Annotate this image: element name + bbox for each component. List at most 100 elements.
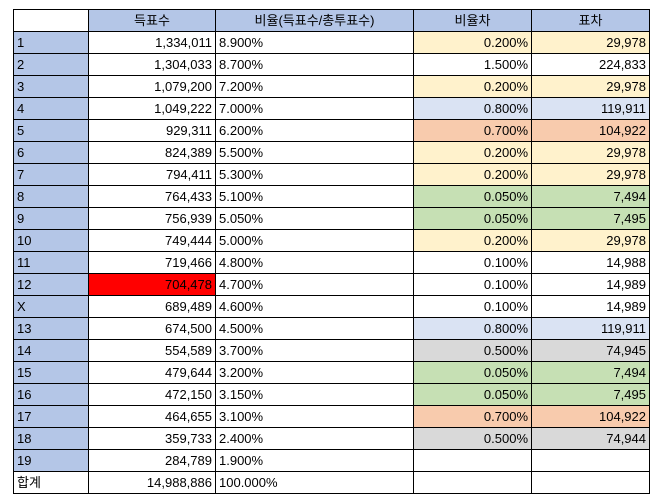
ratio-cell[interactable]: 1.900% xyxy=(215,449,414,472)
votes-cell[interactable]: 1,049,222 xyxy=(88,97,216,120)
ratio-cell[interactable]: 8.700% xyxy=(215,53,414,76)
votes-cell[interactable]: 704,478 xyxy=(88,273,216,296)
ratio-diff-cell[interactable]: 0.050% xyxy=(413,207,532,230)
ratio-diff-cell[interactable]: 0.100% xyxy=(413,251,532,274)
ratio-diff-cell[interactable]: 0.800% xyxy=(413,317,532,340)
vote-gap-cell[interactable]: 29,978 xyxy=(531,229,650,252)
votes-cell[interactable]: 479,644 xyxy=(88,361,216,384)
ratio-diff-cell[interactable] xyxy=(413,449,532,472)
ratio-diff-cell[interactable]: 0.700% xyxy=(413,119,532,142)
ratio-cell[interactable]: 3.200% xyxy=(215,361,414,384)
vote-gap-cell[interactable]: 29,978 xyxy=(531,163,650,186)
rank-cell[interactable]: 17 xyxy=(13,405,89,428)
ratio-diff-cell[interactable] xyxy=(413,471,532,494)
ratio-cell[interactable]: 4.700% xyxy=(215,273,414,296)
header-vote-gap[interactable]: 표차 xyxy=(531,9,650,32)
header-ratio[interactable]: 비율(득표수/총투표수) xyxy=(215,9,414,32)
rank-cell[interactable]: 16 xyxy=(13,383,89,406)
ratio-cell[interactable]: 4.800% xyxy=(215,251,414,274)
ratio-cell[interactable]: 4.600% xyxy=(215,295,414,318)
header-ratio-diff[interactable]: 비율차 xyxy=(413,9,532,32)
vote-gap-cell[interactable]: 7,495 xyxy=(531,383,650,406)
ratio-diff-cell[interactable]: 0.200% xyxy=(413,229,532,252)
ratio-cell[interactable]: 5.100% xyxy=(215,185,414,208)
ratio-cell[interactable]: 4.500% xyxy=(215,317,414,340)
vote-gap-cell[interactable]: 14,988 xyxy=(531,251,650,274)
rank-cell[interactable]: 11 xyxy=(13,251,89,274)
vote-gap-cell[interactable]: 14,989 xyxy=(531,295,650,318)
rank-cell[interactable]: 8 xyxy=(13,185,89,208)
ratio-cell[interactable]: 5.300% xyxy=(215,163,414,186)
ratio-cell[interactable]: 3.700% xyxy=(215,339,414,362)
rank-cell[interactable]: 18 xyxy=(13,427,89,450)
rank-cell[interactable]: 14 xyxy=(13,339,89,362)
ratio-diff-cell[interactable]: 0.050% xyxy=(413,185,532,208)
vote-gap-cell[interactable]: 104,922 xyxy=(531,119,650,142)
rank-cell[interactable]: 13 xyxy=(13,317,89,340)
ratio-diff-cell[interactable]: 0.100% xyxy=(413,295,532,318)
ratio-cell[interactable]: 2.400% xyxy=(215,427,414,450)
votes-cell[interactable]: 674,500 xyxy=(88,317,216,340)
rank-cell[interactable]: 3 xyxy=(13,75,89,98)
votes-cell[interactable]: 472,150 xyxy=(88,383,216,406)
rank-cell[interactable]: 19 xyxy=(13,449,89,472)
vote-gap-cell[interactable]: 29,978 xyxy=(531,75,650,98)
rank-cell[interactable]: 2 xyxy=(13,53,89,76)
ratio-diff-cell[interactable]: 0.100% xyxy=(413,273,532,296)
ratio-cell[interactable]: 5.050% xyxy=(215,207,414,230)
ratio-cell[interactable]: 3.100% xyxy=(215,405,414,428)
vote-gap-cell[interactable]: 7,495 xyxy=(531,207,650,230)
ratio-cell[interactable]: 7.000% xyxy=(215,97,414,120)
votes-cell[interactable]: 359,733 xyxy=(88,427,216,450)
votes-cell[interactable]: 719,466 xyxy=(88,251,216,274)
votes-cell[interactable]: 749,444 xyxy=(88,229,216,252)
ratio-cell[interactable]: 6.200% xyxy=(215,119,414,142)
ratio-diff-cell[interactable]: 1.500% xyxy=(413,53,532,76)
rank-cell[interactable]: 5 xyxy=(13,119,89,142)
rank-cell[interactable]: 6 xyxy=(13,141,89,164)
votes-cell[interactable]: 1,334,011 xyxy=(88,31,216,54)
votes-cell[interactable]: 1,304,033 xyxy=(88,53,216,76)
votes-cell[interactable]: 284,789 xyxy=(88,449,216,472)
vote-gap-cell[interactable]: 29,978 xyxy=(531,31,650,54)
ratio-diff-cell[interactable]: 0.200% xyxy=(413,75,532,98)
votes-cell[interactable]: 464,655 xyxy=(88,405,216,428)
ratio-cell[interactable]: 100.000% xyxy=(215,471,414,494)
votes-cell[interactable]: 794,411 xyxy=(88,163,216,186)
ratio-diff-cell[interactable]: 0.050% xyxy=(413,383,532,406)
vote-gap-cell[interactable]: 7,494 xyxy=(531,185,650,208)
votes-cell[interactable]: 689,489 xyxy=(88,295,216,318)
vote-gap-cell[interactable] xyxy=(531,449,650,472)
rank-cell[interactable]: 9 xyxy=(13,207,89,230)
vote-gap-cell[interactable]: 119,911 xyxy=(531,317,650,340)
rank-cell[interactable]: X xyxy=(13,295,89,318)
ratio-cell[interactable]: 3.150% xyxy=(215,383,414,406)
ratio-cell[interactable]: 8.900% xyxy=(215,31,414,54)
ratio-diff-cell[interactable]: 0.200% xyxy=(413,141,532,164)
ratio-diff-cell[interactable]: 0.500% xyxy=(413,427,532,450)
rank-cell[interactable]: 12 xyxy=(13,273,89,296)
votes-cell[interactable]: 756,939 xyxy=(88,207,216,230)
ratio-cell[interactable]: 5.000% xyxy=(215,229,414,252)
vote-gap-cell[interactable]: 74,945 xyxy=(531,339,650,362)
ratio-diff-cell[interactable]: 0.800% xyxy=(413,97,532,120)
vote-gap-cell[interactable] xyxy=(531,471,650,494)
votes-cell[interactable]: 929,311 xyxy=(88,119,216,142)
rank-cell[interactable]: 합계 xyxy=(13,471,89,494)
header-corner-cell[interactable] xyxy=(13,9,89,32)
ratio-diff-cell[interactable]: 0.700% xyxy=(413,405,532,428)
vote-gap-cell[interactable]: 29,978 xyxy=(531,141,650,164)
rank-cell[interactable]: 15 xyxy=(13,361,89,384)
ratio-diff-cell[interactable]: 0.500% xyxy=(413,339,532,362)
votes-cell[interactable]: 554,589 xyxy=(88,339,216,362)
ratio-diff-cell[interactable]: 0.200% xyxy=(413,163,532,186)
vote-gap-cell[interactable]: 74,944 xyxy=(531,427,650,450)
header-votes[interactable]: 득표수 xyxy=(88,9,216,32)
rank-cell[interactable]: 7 xyxy=(13,163,89,186)
vote-gap-cell[interactable]: 119,911 xyxy=(531,97,650,120)
vote-gap-cell[interactable]: 14,989 xyxy=(531,273,650,296)
votes-cell[interactable]: 824,389 xyxy=(88,141,216,164)
vote-gap-cell[interactable]: 224,833 xyxy=(531,53,650,76)
votes-cell[interactable]: 14,988,886 xyxy=(88,471,216,494)
ratio-diff-cell[interactable]: 0.050% xyxy=(413,361,532,384)
